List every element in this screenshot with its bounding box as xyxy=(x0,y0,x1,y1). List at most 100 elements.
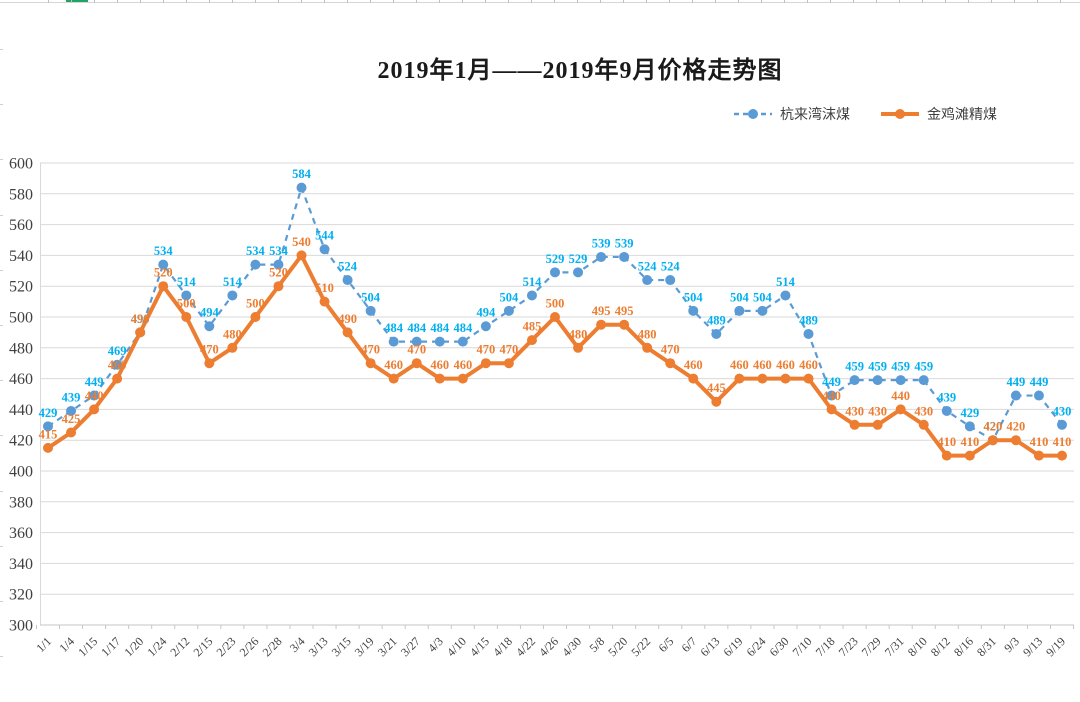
data-point-marker[interactable] xyxy=(112,373,123,384)
data-point-marker[interactable] xyxy=(734,305,745,316)
data-point-marker[interactable] xyxy=(1057,419,1067,430)
data-point-marker[interactable] xyxy=(342,275,353,286)
data-point-marker[interactable] xyxy=(227,342,238,353)
data-point-marker[interactable] xyxy=(780,290,791,301)
data-point-marker[interactable] xyxy=(849,375,860,386)
data-point-marker[interactable] xyxy=(596,319,607,330)
data-point-marker[interactable] xyxy=(365,305,376,316)
data-point-marker[interactable] xyxy=(457,373,468,384)
data-point-marker[interactable] xyxy=(642,275,653,286)
data-point-marker[interactable] xyxy=(872,375,883,386)
y-axis-tick-label: 360 xyxy=(9,525,33,542)
data-point-marker[interactable] xyxy=(964,450,975,461)
data-point-marker[interactable] xyxy=(550,267,560,278)
data-point-marker[interactable] xyxy=(388,336,399,347)
data-point-marker[interactable] xyxy=(434,373,445,384)
data-label: 520 xyxy=(154,266,173,280)
data-point-marker[interactable] xyxy=(158,259,169,270)
data-point-marker[interactable] xyxy=(665,275,676,286)
data-point-marker[interactable] xyxy=(319,244,330,255)
data-point-marker[interactable] xyxy=(135,327,146,338)
data-point-marker[interactable] xyxy=(550,312,560,322)
data-point-marker[interactable] xyxy=(918,375,929,386)
data-point-marker[interactable] xyxy=(526,335,537,346)
data-point-marker[interactable] xyxy=(895,404,906,415)
data-point-marker[interactable] xyxy=(503,358,514,369)
data-point-marker[interactable] xyxy=(342,327,353,338)
data-point-marker[interactable] xyxy=(250,259,261,270)
data-point-marker[interactable] xyxy=(734,373,745,384)
data-point-marker[interactable] xyxy=(1010,435,1021,446)
y-axis-tick-label: 580 xyxy=(9,186,33,203)
data-point-marker[interactable] xyxy=(941,450,952,461)
data-point-marker[interactable] xyxy=(665,358,676,369)
data-point-marker[interactable] xyxy=(204,321,215,332)
data-point-marker[interactable] xyxy=(296,182,307,193)
data-point-marker[interactable] xyxy=(480,358,491,369)
data-point-marker[interactable] xyxy=(964,421,975,432)
data-point-marker[interactable] xyxy=(112,359,123,370)
data-point-marker[interactable] xyxy=(872,419,883,430)
legend-item-jinjitan[interactable]: 金鸡滩精煤 xyxy=(880,104,997,124)
data-point-marker[interactable] xyxy=(526,290,537,301)
data-point-marker[interactable] xyxy=(503,305,514,316)
data-point-marker[interactable] xyxy=(411,336,422,347)
data-point-marker[interactable] xyxy=(642,342,653,353)
data-point-marker[interactable] xyxy=(757,373,768,384)
data-point-marker[interactable] xyxy=(1010,390,1021,401)
data-point-marker[interactable] xyxy=(849,419,860,430)
x-axis-tick-label: 9/3 xyxy=(1001,634,1022,655)
data-point-marker[interactable] xyxy=(688,305,699,316)
data-point-marker[interactable] xyxy=(619,251,630,262)
data-point-marker[interactable] xyxy=(918,419,929,430)
data-point-marker[interactable] xyxy=(250,312,261,322)
data-point-marker[interactable] xyxy=(273,281,284,292)
data-point-marker[interactable] xyxy=(365,358,376,369)
data-point-marker[interactable] xyxy=(895,375,906,386)
x-axis-tick-label: 5/22 xyxy=(628,634,653,659)
data-label: 514 xyxy=(776,275,796,289)
data-point-marker[interactable] xyxy=(619,319,630,330)
data-point-marker[interactable] xyxy=(987,435,998,446)
data-point-marker[interactable] xyxy=(204,358,215,369)
data-point-marker[interactable] xyxy=(780,373,791,384)
data-point-marker[interactable] xyxy=(89,390,100,401)
data-point-marker[interactable] xyxy=(711,396,722,407)
data-point-marker[interactable] xyxy=(826,404,837,415)
data-label: 494 xyxy=(476,306,496,320)
data-point-marker[interactable] xyxy=(434,336,445,347)
data-point-marker[interactable] xyxy=(826,390,837,401)
x-axis-tick-label: 4/15 xyxy=(467,634,492,659)
data-label: 480 xyxy=(638,327,657,341)
data-point-marker[interactable] xyxy=(457,336,468,347)
x-axis-tick-label: 4/30 xyxy=(559,634,584,659)
data-point-marker[interactable] xyxy=(803,373,814,384)
data-point-marker[interactable] xyxy=(573,267,584,278)
data-point-marker[interactable] xyxy=(181,312,192,322)
legend-item-hanglaiwan[interactable]: 杭来湾沫煤 xyxy=(733,104,850,124)
data-point-marker[interactable] xyxy=(89,404,100,415)
data-point-marker[interactable] xyxy=(688,373,699,384)
data-point-marker[interactable] xyxy=(573,342,584,353)
data-point-marker[interactable] xyxy=(803,328,814,339)
data-point-marker[interactable] xyxy=(1033,390,1044,401)
data-point-marker[interactable] xyxy=(596,251,607,262)
data-point-marker[interactable] xyxy=(66,405,77,416)
data-point-marker[interactable] xyxy=(711,328,722,339)
data-point-marker[interactable] xyxy=(1057,450,1067,461)
data-point-marker[interactable] xyxy=(941,405,952,416)
data-point-marker[interactable] xyxy=(273,259,284,270)
data-point-marker[interactable] xyxy=(757,305,768,316)
data-point-marker[interactable] xyxy=(43,421,53,432)
data-point-marker[interactable] xyxy=(411,358,422,369)
data-point-marker[interactable] xyxy=(43,442,53,453)
data-point-marker[interactable] xyxy=(319,296,330,307)
data-point-marker[interactable] xyxy=(227,290,238,301)
data-point-marker[interactable] xyxy=(296,250,307,261)
data-point-marker[interactable] xyxy=(66,427,77,438)
data-point-marker[interactable] xyxy=(480,321,491,332)
data-point-marker[interactable] xyxy=(1033,450,1044,461)
data-point-marker[interactable] xyxy=(388,373,399,384)
data-point-marker[interactable] xyxy=(181,290,192,301)
data-point-marker[interactable] xyxy=(158,281,169,292)
